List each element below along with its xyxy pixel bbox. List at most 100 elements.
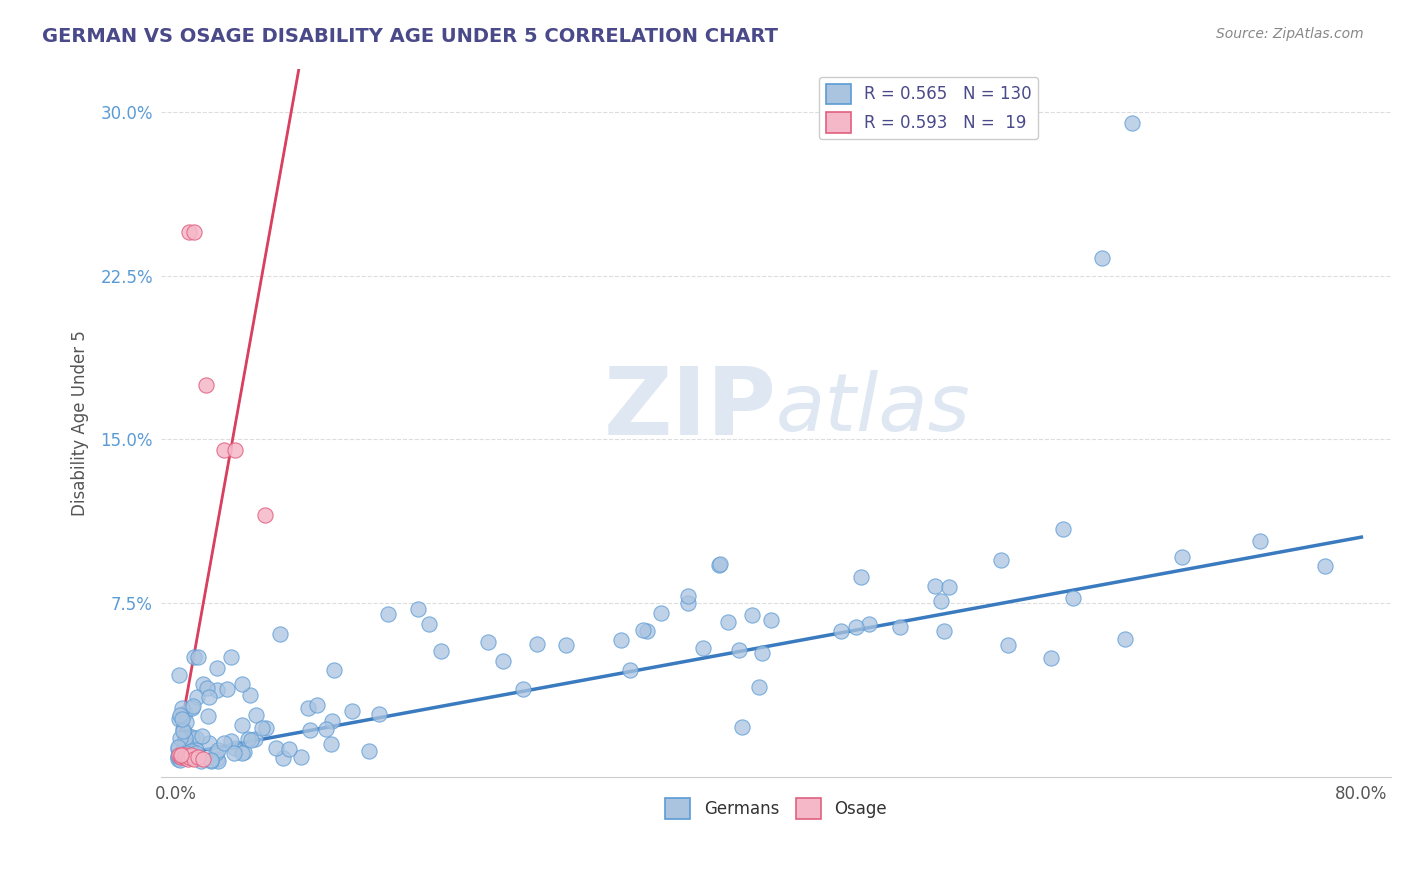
Point	[731, 720, 754, 734]
Point	[219, 733, 242, 747]
Point	[1052, 522, 1074, 536]
Point	[173, 741, 195, 756]
Point	[176, 728, 198, 742]
Point	[170, 747, 193, 762]
Point	[174, 731, 197, 746]
Point	[214, 736, 236, 750]
Point	[212, 442, 235, 457]
Point	[231, 747, 253, 761]
Point	[177, 752, 200, 766]
Point	[631, 623, 654, 637]
Point	[254, 722, 277, 736]
Point	[269, 626, 291, 640]
Point	[231, 676, 253, 690]
Point	[166, 749, 188, 764]
Point	[1091, 251, 1114, 265]
Point	[167, 739, 190, 754]
Point	[692, 641, 714, 656]
Point	[1249, 534, 1271, 549]
Point	[191, 752, 214, 766]
Point	[990, 552, 1012, 566]
Point	[759, 613, 782, 627]
Point	[166, 750, 188, 764]
Point	[172, 722, 194, 736]
Point	[195, 681, 218, 695]
Point	[636, 624, 658, 639]
Point	[174, 737, 197, 751]
Point	[264, 741, 287, 756]
Point	[197, 690, 219, 705]
Point	[184, 746, 207, 760]
Point	[368, 706, 391, 721]
Point	[748, 681, 770, 695]
Point	[181, 701, 204, 715]
Point	[1171, 550, 1194, 565]
Point	[183, 752, 205, 766]
Point	[650, 606, 672, 620]
Point	[224, 741, 246, 756]
Point	[224, 442, 246, 457]
Point	[187, 650, 209, 665]
Point	[167, 747, 190, 762]
Point	[858, 616, 880, 631]
Point	[239, 688, 262, 702]
Text: Source: ZipAtlas.com: Source: ZipAtlas.com	[1216, 27, 1364, 41]
Point	[555, 638, 578, 652]
Point	[1040, 650, 1063, 665]
Point	[179, 745, 201, 759]
Point	[610, 632, 633, 647]
Point	[323, 663, 346, 677]
Point	[418, 617, 440, 632]
Legend: Germans, Osage: Germans, Osage	[659, 791, 893, 825]
Point	[169, 753, 191, 767]
Point	[406, 602, 429, 616]
Point	[191, 729, 214, 743]
Point	[298, 723, 321, 737]
Point	[219, 650, 242, 665]
Point	[198, 736, 221, 750]
Point	[176, 750, 198, 764]
Point	[231, 718, 253, 732]
Text: ZIP: ZIP	[603, 362, 776, 455]
Point	[1062, 591, 1084, 606]
Point	[180, 744, 202, 758]
Point	[717, 615, 740, 630]
Point	[180, 742, 202, 756]
Point	[174, 746, 197, 760]
Point	[224, 746, 246, 760]
Point	[492, 655, 515, 669]
Point	[236, 731, 259, 746]
Point	[205, 746, 228, 760]
Point	[169, 707, 191, 722]
Point	[751, 646, 773, 660]
Point	[173, 748, 195, 763]
Point	[174, 706, 197, 721]
Point	[929, 594, 952, 608]
Point	[526, 637, 548, 651]
Point	[676, 590, 699, 604]
Point	[619, 663, 641, 677]
Point	[170, 700, 193, 714]
Point	[340, 704, 363, 718]
Point	[179, 750, 201, 764]
Point	[194, 377, 217, 392]
Point	[377, 607, 399, 621]
Point	[512, 681, 534, 696]
Point	[183, 650, 205, 665]
Point	[179, 225, 201, 239]
Point	[233, 745, 256, 759]
Point	[676, 596, 699, 610]
Point	[180, 751, 202, 765]
Point	[166, 742, 188, 756]
Point	[430, 644, 453, 658]
Point	[271, 751, 294, 765]
Point	[181, 731, 204, 745]
Point	[938, 580, 960, 594]
Point	[278, 742, 301, 756]
Point	[180, 747, 202, 762]
Point	[200, 753, 222, 767]
Point	[197, 708, 219, 723]
Point	[183, 225, 205, 239]
Point	[190, 754, 212, 768]
Point	[187, 750, 209, 764]
